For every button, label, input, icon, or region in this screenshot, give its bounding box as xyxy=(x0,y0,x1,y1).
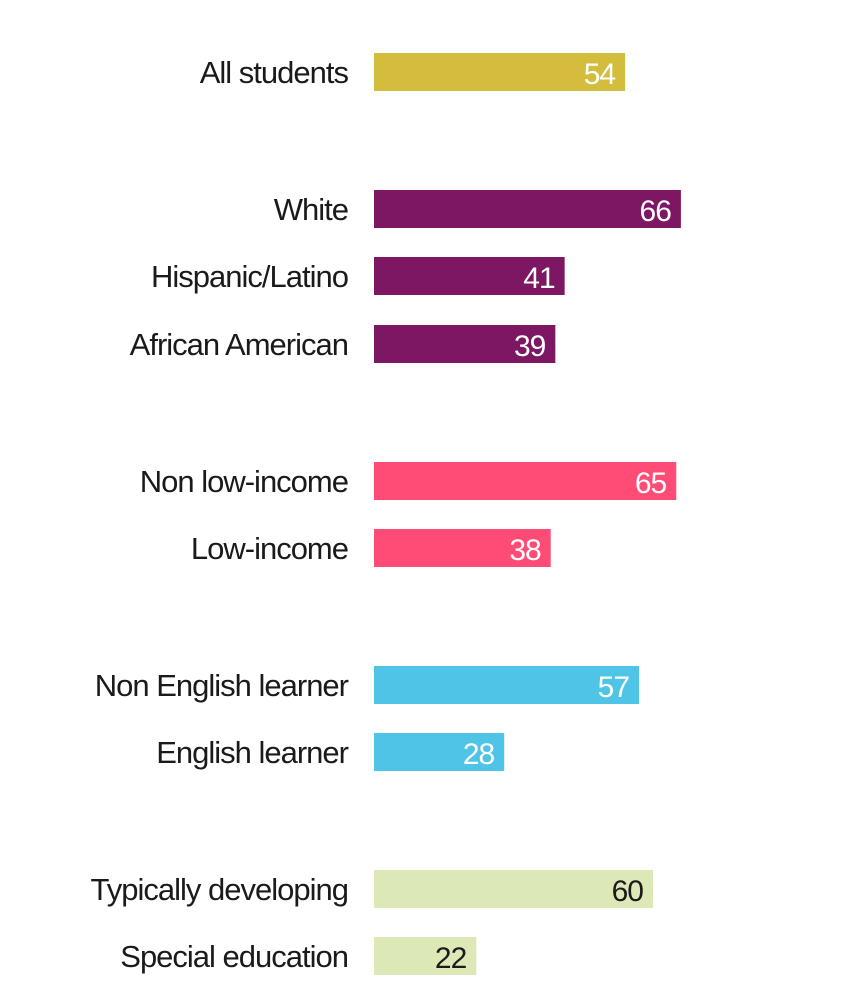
value-label-non-english-learner: 57 xyxy=(598,671,630,704)
category-label-special-education: Special education xyxy=(120,939,348,974)
value-label-hispanic-latino: 41 xyxy=(523,262,555,295)
category-label-non-english-learner: Non English learner xyxy=(95,668,349,703)
category-label-all-students: All students xyxy=(200,55,349,90)
value-label-typically-developing: 60 xyxy=(612,875,644,908)
category-label-african-american: African American xyxy=(130,327,348,362)
category-label-white: White xyxy=(274,192,348,227)
bar-english-learner xyxy=(374,733,505,771)
value-label-white: 66 xyxy=(640,195,672,228)
bars xyxy=(374,53,681,975)
bar-all-students xyxy=(374,53,626,91)
bar-white xyxy=(374,190,681,228)
value-label-all-students: 54 xyxy=(584,58,616,91)
bar-special-education xyxy=(374,937,477,975)
bar-african-american xyxy=(374,325,556,363)
value-label-african-american: 39 xyxy=(514,330,546,363)
bar-hispanic-latino xyxy=(374,257,565,295)
bar-low-income xyxy=(374,529,551,567)
category-label-typically-developing: Typically developing xyxy=(91,872,348,907)
category-labels: All students White Hispanic/Latino African … xyxy=(91,55,350,974)
value-label-low-income: 38 xyxy=(509,534,541,567)
category-label-non-low-income: Non low-income xyxy=(140,464,348,499)
value-label-english-learner: 28 xyxy=(463,738,495,771)
category-label-english-learner: English learner xyxy=(156,735,348,770)
category-label-hispanic-latino: Hispanic/Latino xyxy=(151,259,348,294)
bar-non-low-income xyxy=(374,462,677,500)
value-label-special-education: 22 xyxy=(435,942,467,975)
value-label-non-low-income: 65 xyxy=(635,467,667,500)
value-labels: 54 66 41 39 65 38 57 28 60 22 xyxy=(435,58,672,975)
category-label-low-income: Low-income xyxy=(191,531,348,566)
bar-typically-developing xyxy=(374,870,653,908)
bar-non-english-learner xyxy=(374,666,640,704)
